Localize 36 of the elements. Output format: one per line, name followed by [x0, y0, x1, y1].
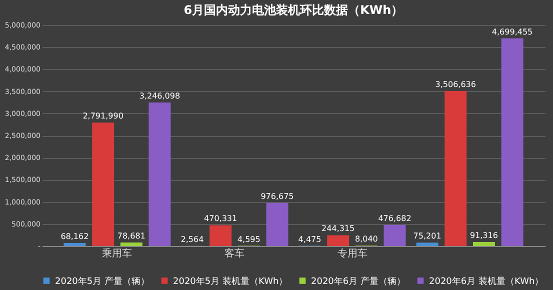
bar: [210, 225, 232, 246]
bar: [501, 38, 524, 246]
data-label: 91,316: [470, 230, 498, 240]
chart-title: 6月国内动力电池装机环比数据（KWh）: [184, 3, 404, 17]
bar: [64, 242, 86, 246]
data-label: 4,595: [237, 234, 260, 244]
data-label: 3,246,098: [139, 92, 180, 101]
data-label: 75,201: [413, 232, 442, 241]
legend-label: 2020年6月 装机量（KWh）: [429, 276, 544, 287]
data-label: 4,475: [298, 234, 322, 244]
x-tick-label: 客车: [224, 248, 245, 260]
data-label: 2,791,990: [82, 112, 124, 121]
bar: [384, 224, 406, 246]
legend-label: 2020年5月 装机量（KWh）: [173, 276, 288, 287]
bar: [120, 242, 142, 246]
bar: [327, 235, 350, 246]
data-label: 470,331: [204, 214, 238, 224]
legend-label: 2020年6月 产量（辆）: [311, 276, 406, 287]
data-label: 8,040: [354, 234, 378, 244]
bar: [416, 242, 438, 246]
bar: [92, 122, 114, 246]
bar: [148, 102, 171, 246]
data-label: 244,315: [322, 224, 355, 234]
legend-label: 2020年5月 产量（辆）: [55, 276, 150, 287]
data-label: 2,564: [180, 234, 204, 244]
data-label: 476,682: [378, 214, 412, 223]
data-label: 4,699,455: [492, 27, 533, 36]
bar: [472, 242, 495, 246]
data-label: 976,675: [260, 192, 294, 201]
data-label: 78,681: [117, 232, 146, 241]
data-label: 3,506,636: [435, 80, 476, 90]
data-label: 68,162: [60, 232, 89, 241]
x-tick-label: 乘用车: [102, 248, 132, 260]
bar: [266, 202, 288, 246]
bar: [444, 91, 467, 246]
x-tick-label: 专用车: [337, 248, 368, 260]
